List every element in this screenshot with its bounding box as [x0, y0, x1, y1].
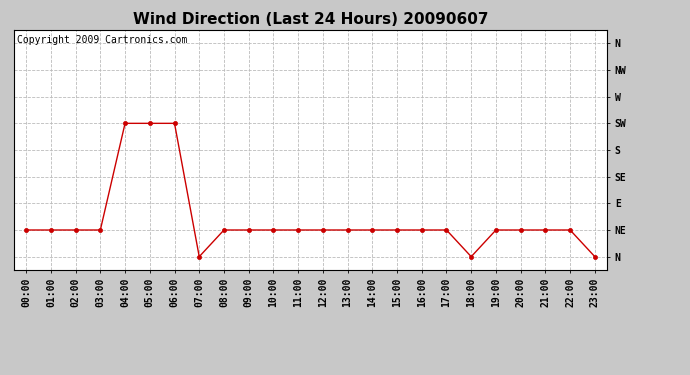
Title: Wind Direction (Last 24 Hours) 20090607: Wind Direction (Last 24 Hours) 20090607 — [132, 12, 489, 27]
Text: Copyright 2009 Cartronics.com: Copyright 2009 Cartronics.com — [17, 35, 187, 45]
